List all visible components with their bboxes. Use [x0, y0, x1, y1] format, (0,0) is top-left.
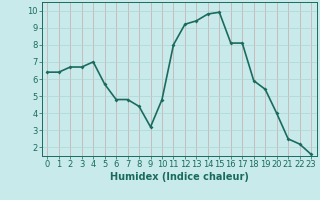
- X-axis label: Humidex (Indice chaleur): Humidex (Indice chaleur): [110, 172, 249, 182]
